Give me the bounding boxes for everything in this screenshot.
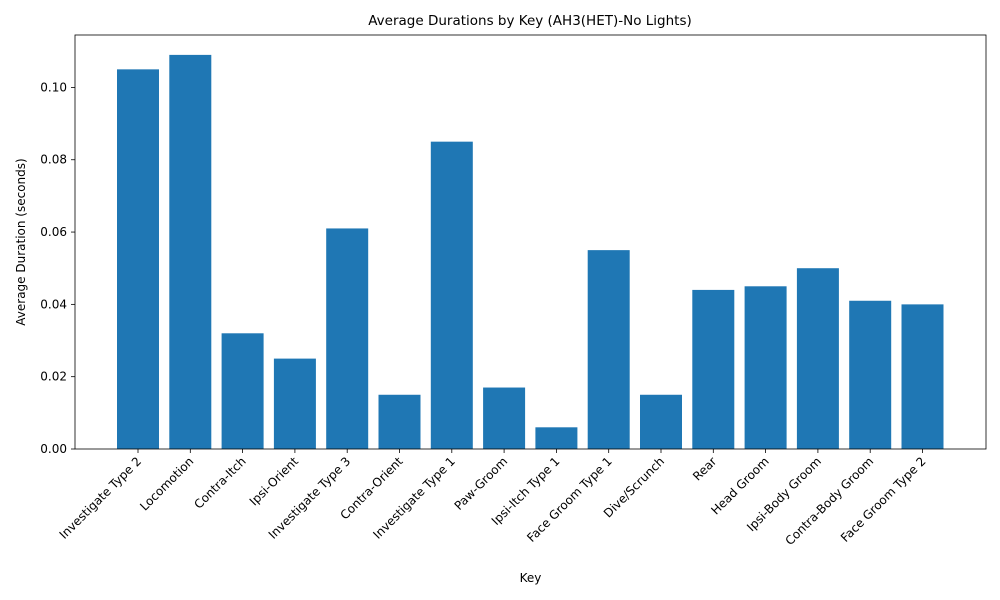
bar bbox=[117, 69, 159, 450]
bar bbox=[430, 141, 473, 449]
x-tick-label: Locomotion bbox=[137, 454, 196, 513]
y-tick-label: 0.08 bbox=[40, 153, 67, 167]
x-axis: Investigate Type 2LocomotionContra-ItchI… bbox=[57, 449, 929, 548]
bar bbox=[796, 268, 839, 449]
x-tick-label: Contra-Itch bbox=[191, 454, 248, 511]
bar bbox=[483, 387, 526, 449]
bar bbox=[901, 304, 944, 449]
x-tick-label: Contra-Body Groom bbox=[783, 454, 877, 548]
x-tick-label: Ipsi-Orient bbox=[247, 454, 302, 509]
y-tick-label: 0.10 bbox=[40, 80, 67, 94]
bar bbox=[169, 54, 212, 449]
bar bbox=[849, 300, 892, 449]
bars-group bbox=[117, 54, 944, 450]
bar bbox=[221, 333, 264, 449]
y-axis-label: Average Duration (seconds) bbox=[14, 158, 28, 325]
y-tick-label: 0.04 bbox=[40, 297, 67, 311]
y-axis: 0.00 0.02 0.04 0.06 0.08 0.10 bbox=[40, 80, 75, 456]
bar bbox=[273, 358, 316, 449]
bar bbox=[744, 286, 787, 449]
bar bbox=[378, 394, 421, 449]
bar bbox=[326, 228, 369, 449]
chart-title: Average Durations by Key (AH3(HET)-No Li… bbox=[368, 13, 692, 29]
x-tick-label: Investigate Type 2 bbox=[57, 454, 145, 542]
x-tick-label: Rear bbox=[690, 454, 719, 483]
y-tick-label: 0.02 bbox=[40, 370, 67, 384]
y-tick-label: 0.06 bbox=[40, 225, 67, 239]
bar bbox=[587, 250, 630, 449]
bar bbox=[640, 394, 682, 449]
y-tick-label: 0.00 bbox=[40, 442, 67, 456]
bar bbox=[692, 289, 735, 449]
plot-frame bbox=[74, 34, 987, 450]
bar bbox=[535, 427, 578, 449]
x-axis-label: Key bbox=[520, 571, 542, 585]
